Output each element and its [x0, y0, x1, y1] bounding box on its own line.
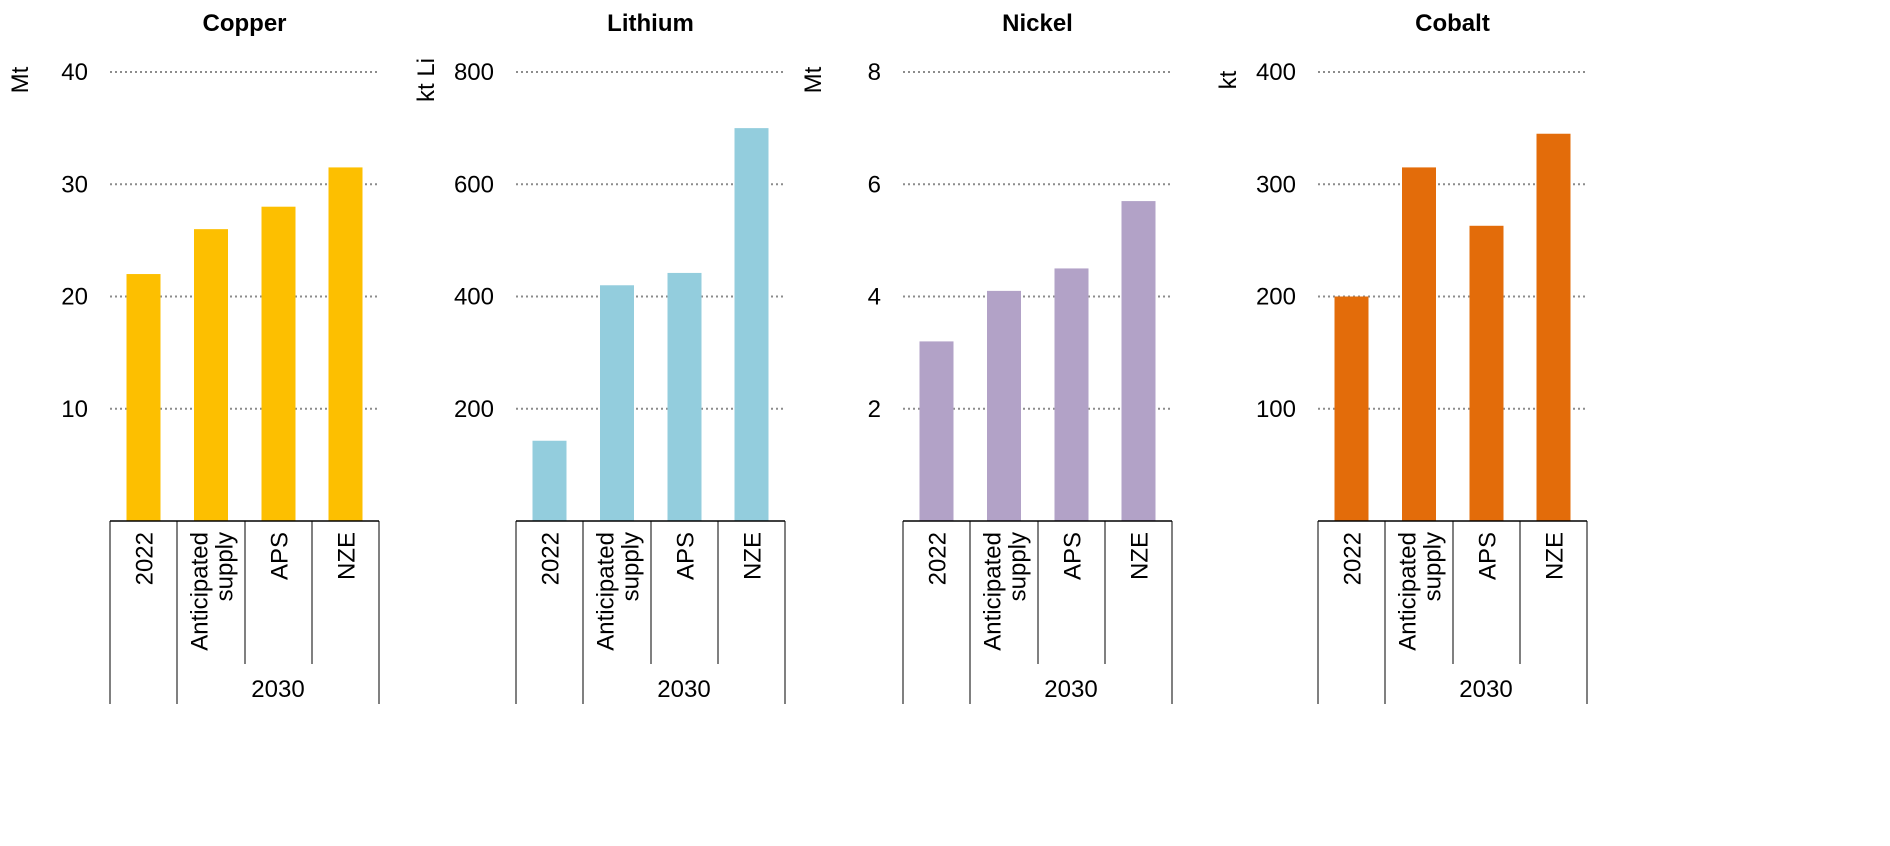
y-tick-label: 30	[61, 171, 88, 198]
y-tick-label: 300	[1256, 171, 1296, 198]
x-tick-label: APS	[1475, 532, 1502, 580]
bar	[261, 206, 296, 521]
chart-title: Nickel	[1002, 10, 1073, 37]
y-axis-label: kt	[1215, 70, 1242, 89]
x-tick-label: NZE	[1542, 532, 1569, 580]
x-tick-label: supply	[212, 532, 239, 601]
bar	[194, 229, 228, 521]
y-tick-label: 400	[1256, 59, 1296, 86]
y-axis-label: Mt	[7, 66, 34, 93]
y-tick-label: 600	[454, 171, 494, 198]
x-tick-label: 2022	[132, 532, 159, 585]
x-tick-label: 2022	[538, 532, 565, 585]
bar	[667, 272, 702, 521]
y-tick-label: 100	[1256, 396, 1296, 423]
bar	[328, 167, 363, 521]
x-tick-label: Anticipated	[593, 532, 620, 651]
x-tick-label: 2022	[1340, 532, 1367, 585]
group-label: 2030	[1459, 676, 1512, 703]
x-tick-label: supply	[618, 532, 645, 601]
chart-title: Copper	[203, 10, 287, 37]
group-label: 2030	[657, 676, 710, 703]
bar	[1402, 167, 1436, 521]
chart-title: Cobalt	[1415, 10, 1490, 37]
group-label: 2030	[251, 676, 304, 703]
bar	[600, 285, 634, 521]
bar	[1054, 268, 1089, 521]
y-tick-label: 2	[868, 396, 881, 423]
x-tick-label: APS	[267, 532, 294, 580]
y-tick-label: 200	[1256, 284, 1296, 311]
x-tick-label: supply	[1005, 532, 1032, 601]
y-tick-label: 20	[61, 284, 88, 311]
chart-title: Lithium	[607, 10, 694, 37]
y-tick-label: 800	[454, 59, 494, 86]
x-tick-label: NZE	[740, 532, 767, 580]
y-tick-label: 40	[61, 59, 88, 86]
bar	[126, 274, 161, 521]
x-tick-label: APS	[673, 532, 700, 580]
x-tick-label: NZE	[1127, 532, 1154, 580]
x-tick-label: Anticipated	[1395, 532, 1422, 651]
bar	[1334, 296, 1369, 521]
bar	[734, 128, 769, 521]
y-tick-label: 4	[868, 284, 881, 311]
y-axis-label: Mt	[800, 66, 827, 93]
x-tick-label: supply	[1420, 532, 1447, 601]
x-tick-label: Anticipated	[980, 532, 1007, 651]
x-tick-label: 2022	[925, 532, 952, 585]
bar	[1469, 225, 1504, 521]
y-tick-label: 10	[61, 396, 88, 423]
y-tick-label: 6	[868, 171, 881, 198]
y-tick-label: 200	[454, 396, 494, 423]
bar	[987, 290, 1021, 521]
y-axis-label: kt Li	[413, 58, 440, 102]
y-tick-label: 8	[868, 59, 881, 86]
y-tick-label: 400	[454, 284, 494, 311]
x-tick-label: NZE	[334, 532, 361, 580]
bar	[919, 341, 954, 521]
bar	[1121, 201, 1156, 521]
bar	[532, 440, 567, 521]
group-label: 2030	[1044, 676, 1097, 703]
bar	[1536, 133, 1571, 522]
x-tick-label: APS	[1060, 532, 1087, 580]
x-tick-label: Anticipated	[187, 532, 214, 651]
